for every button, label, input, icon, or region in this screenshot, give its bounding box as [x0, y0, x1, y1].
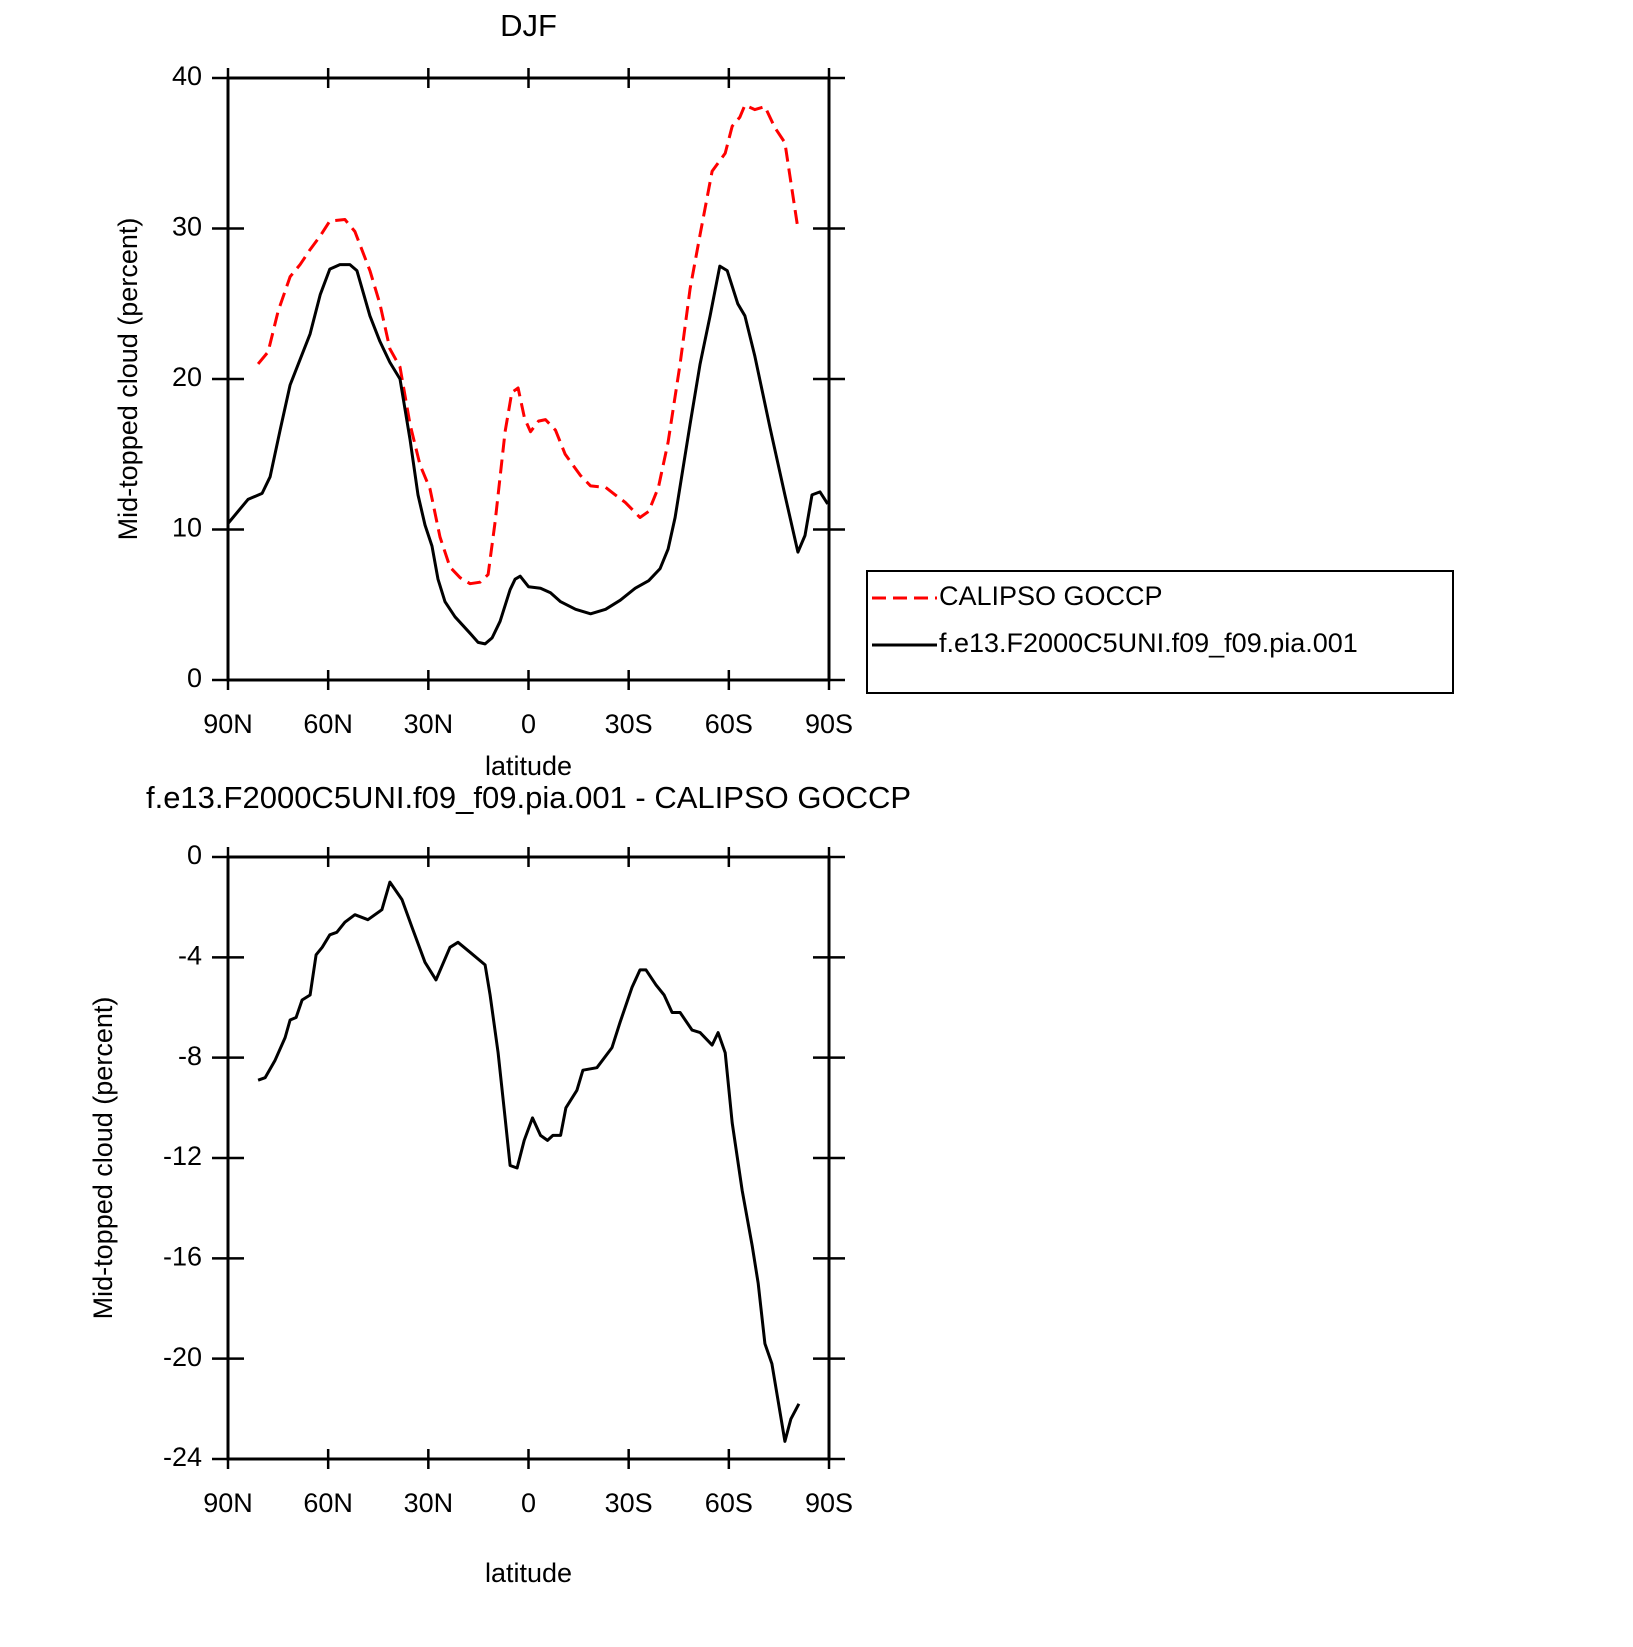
legend-box [866, 570, 1454, 694]
x-tick-label: 30S [605, 1488, 653, 1518]
x-tick-label: 90N [203, 709, 253, 739]
y-axis-label: Mid-topped cloud (percent) [113, 218, 143, 541]
x-axis-label: latitude [485, 1558, 572, 1588]
y-tick-label: 30 [172, 212, 202, 242]
panel: DJF 90N 60N 30N 0 30S 60S 90S 0 10 20 30 40 latitude M… [113, 8, 853, 781]
y-tick-label: -20 [163, 1342, 202, 1372]
y-tick-label: 40 [172, 61, 202, 91]
x-tick-label: 0 [521, 709, 536, 739]
plot-frame [226, 76, 831, 682]
x-tick-label: 60N [303, 709, 353, 739]
x-tick-label: 0 [521, 1488, 536, 1518]
x-tick-label: 30N [404, 709, 454, 739]
legend-label: CALIPSO GOCCP [939, 581, 1163, 611]
x-tick-label: 90S [805, 709, 853, 739]
x-tick-label: 90S [805, 1488, 853, 1518]
y-tick-label: -16 [163, 1241, 202, 1271]
x-tick-label: 30N [404, 1488, 454, 1518]
x-tick-label: 60S [705, 709, 753, 739]
x-tick-label: 90N [203, 1488, 253, 1518]
x-axis-label: latitude [485, 751, 572, 781]
panel: f.e13.F2000C5UNI.f09_f09.pia.001 - CALIP… [88, 780, 911, 1588]
legend-label: f.e13.F2000C5UNI.f09_f09.pia.001 [939, 628, 1358, 658]
y-axis-label: Mid-topped cloud (percent) [88, 997, 118, 1320]
y-tick-label: 10 [172, 513, 202, 543]
data-line [256, 103, 800, 586]
chart-title: DJF [500, 8, 557, 43]
y-tick-label: -8 [178, 1041, 202, 1071]
y-tick-label: 0 [187, 840, 202, 870]
y-tick-label: 0 [187, 663, 202, 693]
y-tick-label: -4 [178, 940, 202, 970]
chart-title: f.e13.F2000C5UNI.f09_f09.pia.001 - CALIP… [146, 780, 911, 815]
legend: CALIPSO GOCCP f.e13.F2000C5UNI.f09_f09.pi… [866, 570, 1454, 694]
x-tick-label: 60S [705, 1488, 753, 1518]
y-tick-label: 20 [172, 362, 202, 392]
x-tick-label: 60N [303, 1488, 353, 1518]
y-tick-label: -24 [163, 1442, 202, 1472]
y-tick-label: -12 [163, 1141, 202, 1171]
data-line [226, 263, 829, 646]
data-line [257, 880, 801, 1443]
x-tick-label: 30S [605, 709, 653, 739]
